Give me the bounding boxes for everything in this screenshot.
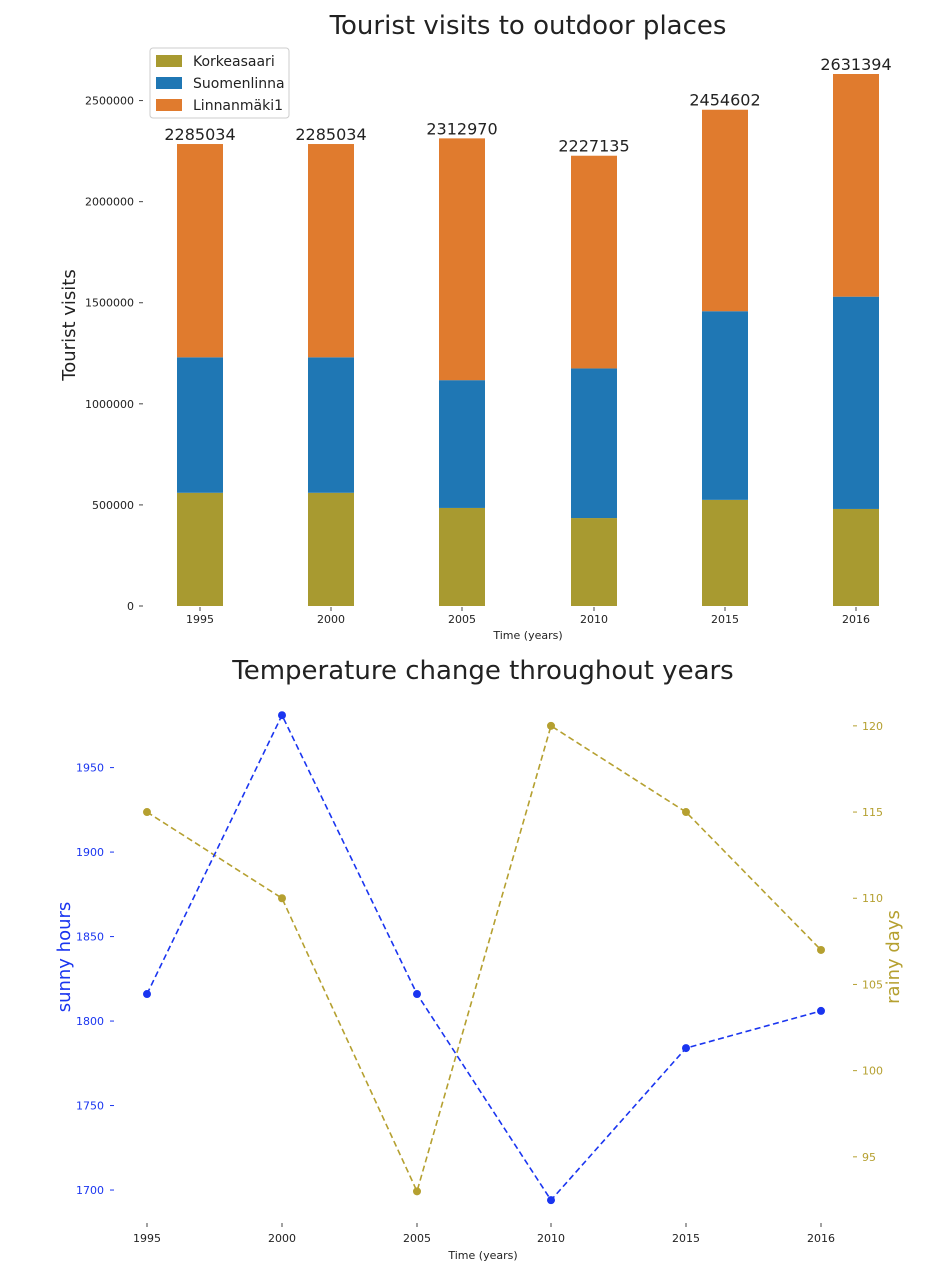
legend-frame <box>149 47 290 119</box>
chart2-title: Temperature change throughout years <box>231 656 733 686</box>
sunny-hours-line <box>146 713 822 1202</box>
chart1-y-ticks: 0 500000 1000000 1500000 2000000 2500000 <box>85 95 143 613</box>
bar-segment-korkeasaari <box>308 492 354 606</box>
x-tick-label: 2015 <box>672 1232 700 1245</box>
x-tick-label: 2010 <box>537 1232 565 1245</box>
x-tick-label: 2005 <box>403 1232 431 1245</box>
y-tick-label: 1500000 <box>85 297 134 310</box>
right-tick-label: 100 <box>862 1065 883 1078</box>
y-tick-label: 0 <box>127 600 134 613</box>
sunny-hours-point <box>143 990 151 999</box>
sunny-hours-point <box>682 1044 690 1053</box>
bar-segment-korkeasaari <box>833 508 879 606</box>
rainy-days-line <box>146 724 822 1194</box>
legend-swatch <box>156 99 182 111</box>
x-tick-label: 2015 <box>711 613 739 626</box>
y-tick-label: 2000000 <box>85 196 134 209</box>
sunny-hours-point <box>278 711 286 720</box>
x-tick-label: 2005 <box>448 613 476 626</box>
left-tick-label: 1800 <box>76 1015 104 1028</box>
rainy-days-point <box>413 1187 421 1196</box>
rainy-days-point <box>143 808 151 817</box>
chart2-series <box>143 711 825 1205</box>
bar-segment-korkeasaari <box>702 499 748 606</box>
bar-segment-korkeasaari <box>571 518 617 606</box>
chart1-total-labels: 2285034 2285034 2312970 2227135 2454602 26313… <box>164 55 891 156</box>
temperature-change-chart: Temperature change throughout years sunn… <box>54 656 904 1262</box>
bar-total-label: 2312970 <box>426 119 497 138</box>
right-tick-label: 120 <box>862 720 883 733</box>
bar-segment-suomenlinna <box>571 368 617 519</box>
rainy-days-point <box>278 894 286 903</box>
y-tick-label: 500000 <box>92 499 134 512</box>
legend-swatch <box>156 77 182 89</box>
chart2-left-ticks: 1700 1750 1800 1850 1900 1950 <box>76 762 114 1197</box>
bar-segment-linnanmäki1 <box>308 144 354 358</box>
left-tick-label: 1700 <box>76 1184 104 1197</box>
bar-segment-linnanmäki1 <box>702 109 748 312</box>
bar-segment-korkeasaari <box>177 492 223 606</box>
x-tick-label: 2000 <box>317 613 345 626</box>
bar-segment-linnanmäki1 <box>439 138 485 381</box>
bar-segment-korkeasaari <box>439 507 485 606</box>
sunny-hours-point <box>413 990 421 999</box>
bar-segment-suomenlinna <box>833 296 879 509</box>
x-tick-label: 1995 <box>133 1232 161 1245</box>
bar-segment-suomenlinna <box>439 380 485 508</box>
x-tick-label: 2010 <box>580 613 608 626</box>
x-tick-label: 1995 <box>186 613 214 626</box>
right-tick-label: 115 <box>862 806 883 819</box>
rainy-days-point <box>682 808 690 817</box>
bar-segment-linnanmäki1 <box>571 155 617 369</box>
chart2-x-ticks: 1995 2000 2005 2010 2015 2016 <box>133 1223 835 1245</box>
legend-label: Suomenlinna <box>193 76 285 92</box>
chart1-y-axis-label: Tourist visits <box>59 269 80 381</box>
bar-total-label: 2285034 <box>164 125 235 144</box>
y-tick-label: 2500000 <box>85 95 134 108</box>
x-tick-label: 2000 <box>268 1232 296 1245</box>
left-tick-label: 1950 <box>76 762 104 775</box>
left-tick-label: 1850 <box>76 931 104 944</box>
legend-label: Linnanmäki1 <box>193 98 283 114</box>
chart1-title: Tourist visits to outdoor places <box>329 11 727 41</box>
bar-total-label: 2454602 <box>689 91 760 110</box>
chart2-right-axis-label: rainy days <box>883 910 904 1004</box>
chart1-legend: Korkeasaari Suomenlinna Linnanmäki1 <box>149 47 290 119</box>
x-tick-label: 2016 <box>842 613 870 626</box>
legend-swatch <box>156 55 182 67</box>
bar-total-label: 2631394 <box>820 55 891 74</box>
chart2-x-axis-label: Time (years) <box>447 1249 517 1262</box>
left-tick-label: 1750 <box>76 1100 104 1113</box>
bar-total-label: 2285034 <box>295 125 366 144</box>
sunny-hours-point <box>547 1196 555 1205</box>
rainy-days-point <box>547 721 555 730</box>
bar-segment-linnanmäki1 <box>833 74 879 297</box>
bar-total-label: 2227135 <box>558 137 629 156</box>
right-tick-label: 105 <box>862 978 883 991</box>
right-tick-label: 110 <box>862 892 883 905</box>
chart1-x-ticks: 1995 2000 2005 2010 2015 2016 <box>186 607 870 626</box>
tourist-visits-chart: Tourist visits to outdoor places Tourist… <box>59 11 892 642</box>
sunny-hours-point <box>817 1006 825 1015</box>
bar-segment-suomenlinna <box>177 357 223 493</box>
left-tick-label: 1900 <box>76 846 104 859</box>
legend-label: Korkeasaari <box>193 54 275 70</box>
chart2-left-axis-label: sunny hours <box>54 902 75 1013</box>
x-tick-label: 2016 <box>807 1232 835 1245</box>
bar-segment-suomenlinna <box>308 357 354 493</box>
y-tick-label: 1000000 <box>85 398 134 411</box>
bar-segment-suomenlinna <box>702 311 748 500</box>
bar-segment-linnanmäki1 <box>177 144 223 358</box>
right-tick-label: 95 <box>862 1151 876 1164</box>
chart1-bars <box>177 74 879 606</box>
rainy-days-point <box>817 945 825 954</box>
chart2-right-ticks: 95 100 105 110 115 120 <box>853 720 883 1164</box>
chart1-x-axis-label: Time (years) <box>492 629 562 642</box>
